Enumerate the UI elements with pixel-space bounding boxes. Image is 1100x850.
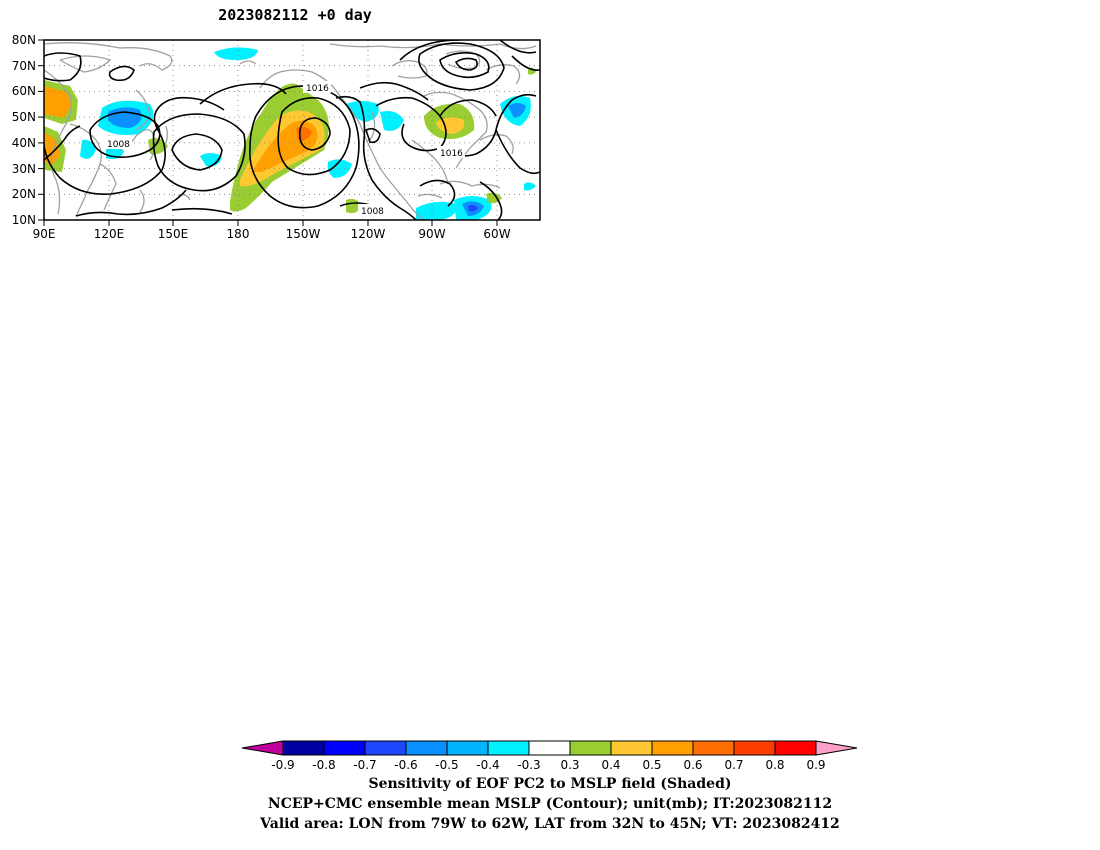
colorbar-box xyxy=(446,740,489,756)
lon-label: 90E xyxy=(33,227,56,241)
colorbar-box xyxy=(487,740,530,756)
lat-label: 40N xyxy=(12,136,36,150)
colorbar-tick-label: -0.9 xyxy=(271,758,294,772)
colorbar-box xyxy=(364,740,407,756)
lon-label: 60W xyxy=(483,227,510,241)
axis-ticks xyxy=(38,39,498,226)
lat-labels: 80N 70N 60N 50N 40N 30N 20N 10N xyxy=(12,33,36,227)
lat-label: 10N xyxy=(12,213,36,227)
lat-label: 70N xyxy=(12,59,36,73)
colorbar-box xyxy=(733,740,776,756)
colorbar-tick-label: 0.7 xyxy=(724,758,743,772)
lon-label: 180 xyxy=(227,227,250,241)
contour-labels: 1016 1008 1016 1008 xyxy=(104,81,465,217)
colorbar-box xyxy=(774,740,817,756)
lon-label: 120W xyxy=(351,227,386,241)
mslp-contours xyxy=(44,40,540,220)
colorbar-box xyxy=(282,740,325,756)
colorbar-arrow-low xyxy=(241,740,284,756)
colorbar-tick-label: 0.8 xyxy=(765,758,784,772)
contour-label-1008-a: 1008 xyxy=(107,140,130,150)
colorbar-tick-label: -0.6 xyxy=(394,758,417,772)
colorbar-tick-label: 0.9 xyxy=(806,758,825,772)
lat-label: 50N xyxy=(12,110,36,124)
colorbar-tick-label: 0.6 xyxy=(683,758,702,772)
lat-label: 60N xyxy=(12,84,36,98)
contour-label-1016-a: 1016 xyxy=(306,84,329,94)
colorbar-box xyxy=(692,740,735,756)
colorbar-box xyxy=(323,740,366,756)
caption-line-3: Valid area: LON from 79W to 62W, LAT fro… xyxy=(260,816,840,832)
contour-label-1008-b: 1008 xyxy=(361,207,384,217)
colorbar-tick-label: -0.3 xyxy=(517,758,540,772)
lon-label: 120E xyxy=(94,227,125,241)
colorbar-tick-label: -0.4 xyxy=(476,758,499,772)
colorbar-box xyxy=(405,740,448,756)
lat-label: 30N xyxy=(12,162,36,176)
coastlines xyxy=(44,42,537,220)
colorbar-ticks: -0.9 -0.8 -0.7 -0.6 -0.5 -0.4 -0.3 0.3 0.4 0.5 0.6… xyxy=(271,758,825,772)
lon-label: 150W xyxy=(286,227,321,241)
map-panel: 1016 1008 1016 1008 80N 70N 60N 50N 40N … xyxy=(12,33,541,241)
colorbar-tick-label: -0.5 xyxy=(435,758,458,772)
colorbar-tick-label: 0.4 xyxy=(601,758,620,772)
colorbar-tick-label: -0.8 xyxy=(312,758,335,772)
colorbar-tick-label: -0.7 xyxy=(353,758,376,772)
colorbar-box xyxy=(569,740,612,756)
colorbar-tick-label: 0.3 xyxy=(560,758,579,772)
map-frame xyxy=(43,39,541,221)
map-title: 2023082112 +0 day xyxy=(218,6,372,24)
colorbar-arrow-high xyxy=(815,740,858,756)
lon-label: 150E xyxy=(158,227,189,241)
lon-labels: 90E 120E 150E 180 150W 120W 90W 60W xyxy=(33,227,511,241)
contour-label-1016-b: 1016 xyxy=(440,149,463,159)
colorbar-box xyxy=(528,740,571,756)
caption-line-2: NCEP+CMC ensemble mean MSLP (Contour); u… xyxy=(267,796,833,812)
colorbar-tick-label: 0.5 xyxy=(642,758,661,772)
colorbar-boxes xyxy=(241,740,858,756)
caption-line-1: Sensitivity of EOF PC2 to MSLP field (Sh… xyxy=(368,776,732,792)
colorbar-box xyxy=(651,740,694,756)
colorbar-box xyxy=(610,740,653,756)
lat-label: 20N xyxy=(12,187,36,201)
lon-label: 90W xyxy=(418,227,445,241)
lat-label: 80N xyxy=(12,33,36,47)
